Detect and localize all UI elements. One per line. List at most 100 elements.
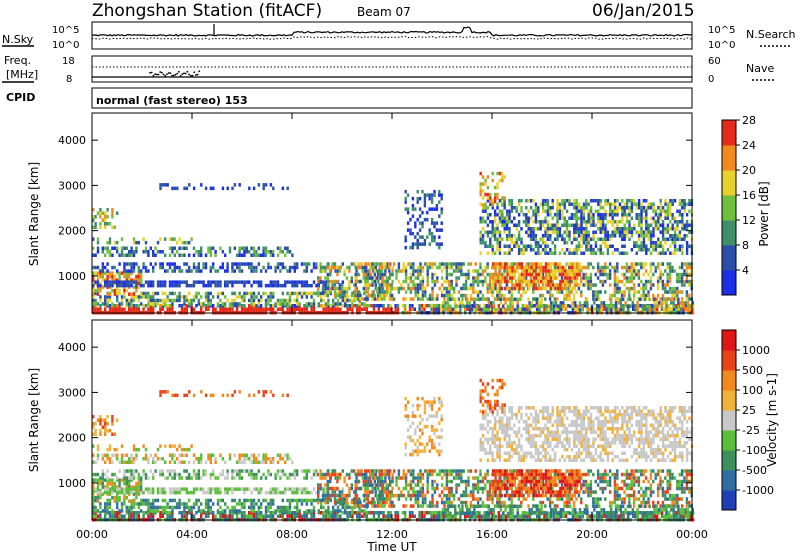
heat-cell	[348, 286, 351, 291]
heat-cell	[338, 283, 341, 287]
heat-cell	[389, 272, 392, 277]
heat-cell	[383, 290, 386, 294]
heat-cell	[616, 220, 619, 224]
heat-cell	[520, 276, 524, 280]
heat-cell	[625, 199, 629, 203]
heat-cell	[132, 262, 136, 266]
heat-cell	[527, 297, 530, 301]
heat-cell	[637, 202, 641, 206]
heat-cell	[680, 262, 684, 266]
heat-cell	[619, 297, 622, 302]
heat-cell	[628, 293, 631, 298]
heat-cell	[397, 286, 401, 291]
heat-cell	[653, 307, 656, 311]
heat-cell	[147, 505, 150, 510]
heat-cell	[468, 514, 472, 518]
heat-cell	[479, 251, 482, 255]
heat-cell	[498, 171, 502, 176]
heat-cell	[508, 262, 512, 266]
heat-cell	[94, 253, 97, 257]
heat-cell	[161, 291, 164, 296]
heat-cell	[269, 502, 272, 506]
heat-cell	[573, 202, 576, 206]
heat-cell	[214, 514, 217, 518]
heat-cell	[372, 304, 376, 308]
heat-cell	[180, 307, 184, 311]
heat-cell	[522, 248, 526, 252]
heat-cell	[276, 307, 280, 311]
heat-cell	[279, 505, 282, 510]
heat-cell	[356, 514, 359, 518]
heat-cell	[491, 234, 494, 238]
heat-cell	[108, 502, 112, 506]
heat-cell	[96, 509, 100, 513]
heat-cell	[120, 253, 124, 257]
heat-cell	[630, 230, 634, 234]
heat-cell	[180, 269, 184, 273]
heat-cell	[443, 297, 446, 301]
heat-cell	[518, 265, 521, 270]
heat-cell	[118, 509, 121, 513]
heat-cell	[623, 290, 626, 294]
heat-cell	[92, 298, 95, 303]
heat-cell	[137, 511, 140, 515]
heat-cell	[346, 514, 349, 518]
heat-cell	[525, 248, 528, 252]
heat-cell	[216, 302, 220, 306]
heat-cell	[659, 262, 662, 266]
heat-cell	[142, 265, 145, 270]
heat-cell	[202, 509, 205, 513]
heat-cell	[546, 251, 550, 255]
heat-cell	[252, 505, 256, 510]
heat-cell	[563, 223, 566, 227]
heat-cell	[180, 295, 184, 299]
heat-cell	[161, 304, 164, 308]
heat-cell	[561, 248, 564, 252]
heat-cell	[649, 286, 653, 291]
heat-cell	[116, 280, 119, 284]
heat-cell	[561, 269, 564, 273]
heat-cell	[647, 234, 650, 238]
heat-cell	[504, 297, 507, 302]
heat-cell	[443, 265, 446, 270]
heat-cell	[111, 302, 114, 306]
heat-cell	[648, 297, 651, 302]
heat-cell	[637, 276, 641, 280]
heat-cell	[471, 511, 474, 515]
heat-cell	[192, 253, 196, 257]
heat-cell	[334, 302, 337, 306]
heat-cell	[652, 202, 655, 206]
heat-cell	[101, 250, 104, 254]
heat-cell	[324, 307, 328, 311]
heat-cell	[284, 283, 287, 288]
heat-cell	[562, 514, 565, 518]
heat-cell	[592, 290, 595, 294]
heat-cell	[552, 511, 556, 515]
heat-cell	[611, 223, 614, 227]
heat-cell	[132, 295, 136, 299]
heat-cell	[525, 262, 528, 266]
heat-cell	[553, 230, 557, 234]
heat-cell	[664, 241, 667, 245]
heat-cell	[380, 272, 384, 277]
heat-cell	[92, 281, 95, 286]
heat-cell	[394, 304, 397, 308]
heat-cell	[668, 276, 672, 280]
heat-cell	[494, 262, 497, 266]
heat-cell	[406, 221, 410, 225]
heat-cell	[233, 280, 236, 284]
heat-cell	[365, 511, 368, 515]
heat-cell	[104, 304, 107, 308]
heat-cell	[245, 250, 248, 254]
heat-cell	[248, 291, 251, 296]
heat-cell	[257, 291, 260, 296]
heat-cell	[104, 511, 107, 515]
heat-cell	[111, 481, 114, 486]
heat-cell	[394, 514, 397, 518]
heat-cell	[395, 276, 398, 280]
heat-cell	[450, 283, 453, 287]
heat-cell	[269, 283, 272, 288]
heat-cell	[358, 307, 361, 311]
heat-cell	[178, 298, 181, 303]
heat-cell	[428, 304, 431, 308]
